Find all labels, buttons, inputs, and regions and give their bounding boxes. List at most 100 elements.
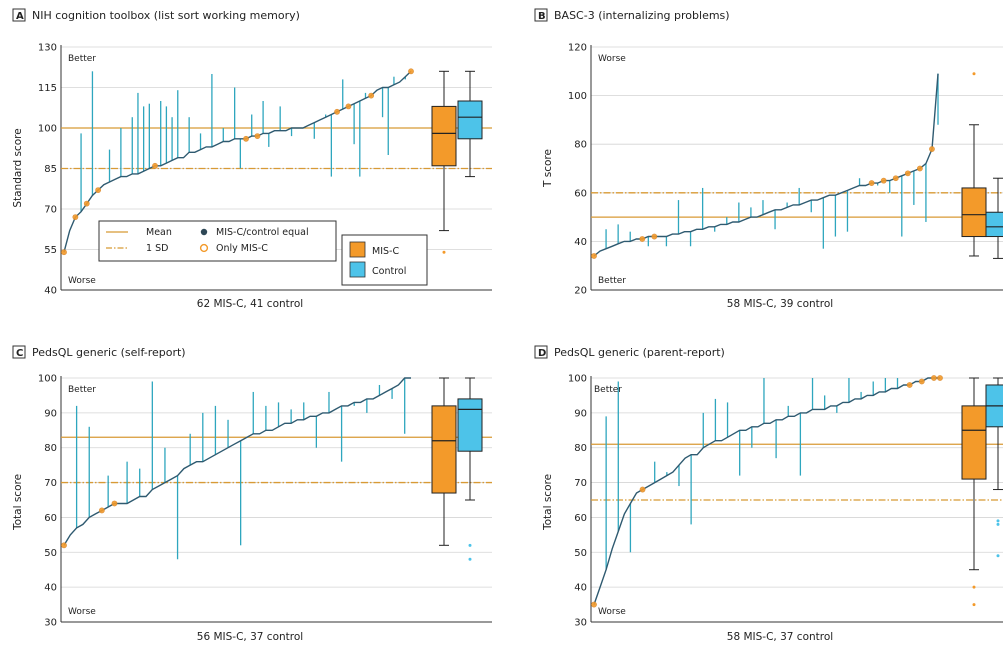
panel-a-caption: 62 MIS-C, 41 control [197,298,303,310]
panel-a-ylabel: Standard score [12,128,24,207]
only-misc-point [61,542,67,549]
panel-b-ylabel: T score [542,149,554,188]
misc-boxplot-box [431,405,457,494]
panel-b-caption: 58 MIS-C, 39 control [727,298,833,310]
y-tick-label: 100 [568,374,587,385]
y-tick-label: 70 [44,205,57,216]
y-tick-label: 30 [44,618,57,629]
misc-sorted-curve [593,377,940,605]
y-tick-label: 40 [574,583,587,594]
y-tick-label: 90 [44,408,57,419]
y-tick-label: 40 [44,286,57,297]
control-boxplot-outlier [468,557,472,561]
panel-c-letter: C [16,348,23,359]
control-boxplot-outlier [996,554,1000,558]
only-misc-point [880,177,887,184]
legend-misc-swatch [349,241,366,258]
only-misc-point [904,170,911,177]
only-misc-point [72,214,79,220]
y-tick-label: 60 [574,513,587,524]
legend-equal-label: MIS-C/control equal [216,227,309,238]
only-misc-point [83,200,90,207]
control-boxplot-outlier [996,522,1000,526]
y-tick-label: 85 [44,164,57,175]
only-misc-point [408,68,414,75]
only-misc-point [591,601,597,608]
panel-c-plot: 30 40 50 60 70 80 90 100 [38,374,492,629]
only-misc-point [95,187,102,193]
legend: Mean 1 SD MIS-C/control equal Only MIS-C [98,220,337,262]
panel-c-title: PedsQL generic (self-report) [32,346,186,359]
only-misc-point [929,146,935,152]
only-misc-point [98,507,105,514]
misc-sorted-curve [63,377,411,546]
only-misc-point [111,500,118,507]
misc-boxplot-outlier [972,72,976,76]
only-misc-point [368,92,375,99]
misc-boxplot-box [431,105,457,167]
panel-a: A NIH cognition toolbox (list sort worki… [12,8,492,310]
only-misc-point [591,253,597,259]
y-tick-label: 100 [38,124,57,135]
only-misc-point [892,175,899,182]
panel-a-bottom-note: Worse [68,276,96,286]
misc-boxplot-outlier [442,250,446,254]
panel-a-title: NIH cognition toolbox (list sort working… [32,9,300,22]
legend-control-swatch [349,261,366,278]
panel-b-bottom-note: Better [598,276,626,286]
y-tick-label: 40 [44,583,57,594]
panel-a-letter-box [12,8,26,22]
y-tick-label: 100 [568,91,587,102]
y-tick-label: 130 [38,43,57,54]
only-misc-point [639,236,646,242]
legend-mean-label: Mean [146,227,172,238]
panel-d-title: PedsQL generic (parent-report) [554,346,725,359]
legend-equal-dot [200,228,208,236]
panel-a-top-note: Better [68,54,96,64]
panel-d: D PedsQL generic (parent-report) 30 40 50 6… [534,345,1003,643]
y-tick-label: 50 [44,548,57,559]
panel-b-letter: B [538,11,546,22]
control-boxplot-box [457,398,483,452]
legend-box [98,220,337,262]
legend-only-label: Only MIS-C [216,243,268,254]
panel-c-letter-box [12,345,26,359]
only-misc-point [639,486,646,493]
y-tick-label: 80 [44,443,57,454]
panel-b-top-note: Worse [598,54,626,64]
legend-control-label: Control [372,266,406,277]
panel-b: B BASC-3 (internalizing problems) 20 40 60… [534,8,1003,310]
panel-d-plot: 30 40 50 60 70 80 90 100 [568,374,1003,629]
y-tick-label: 70 [574,478,587,489]
panel-b-plot: 20 40 60 80 100 120 [568,43,1003,297]
only-misc-point [152,162,158,169]
y-tick-label: 30 [574,618,587,629]
y-tick-label: 90 [574,408,587,419]
misc-boxplot-box [961,405,987,480]
panel-d-letter: D [538,348,546,359]
only-misc-point [937,375,943,381]
legend-groups: MIS-C Control [341,234,428,286]
legend-sd-label: 1 SD [146,243,168,254]
panel-b-title: BASC-3 (internalizing problems) [554,9,730,22]
y-tick-label: 115 [38,83,57,94]
only-misc-point [931,375,937,381]
panel-c-bottom-note: Worse [68,607,96,617]
only-misc-point [345,103,352,110]
misc-boxplot-outlier [972,585,976,589]
control-boxplot-outlier [468,543,472,547]
legend-only-dot [199,243,209,253]
only-misc-point [906,382,913,388]
panel-b-letter-box [534,8,548,22]
panel-d-caption: 58 MIS-C, 37 control [727,631,833,643]
panel-d-ylabel: Total score [542,474,554,531]
panel-d-top-note: Better [594,385,622,395]
y-tick-label: 120 [568,43,587,54]
control-boxplot-box [985,211,1003,238]
only-misc-point [868,180,875,186]
misc-sorted-curve [593,73,939,257]
misc-sorted-curve [63,70,412,253]
y-tick-label: 60 [44,513,57,524]
y-tick-label: 80 [574,140,587,151]
